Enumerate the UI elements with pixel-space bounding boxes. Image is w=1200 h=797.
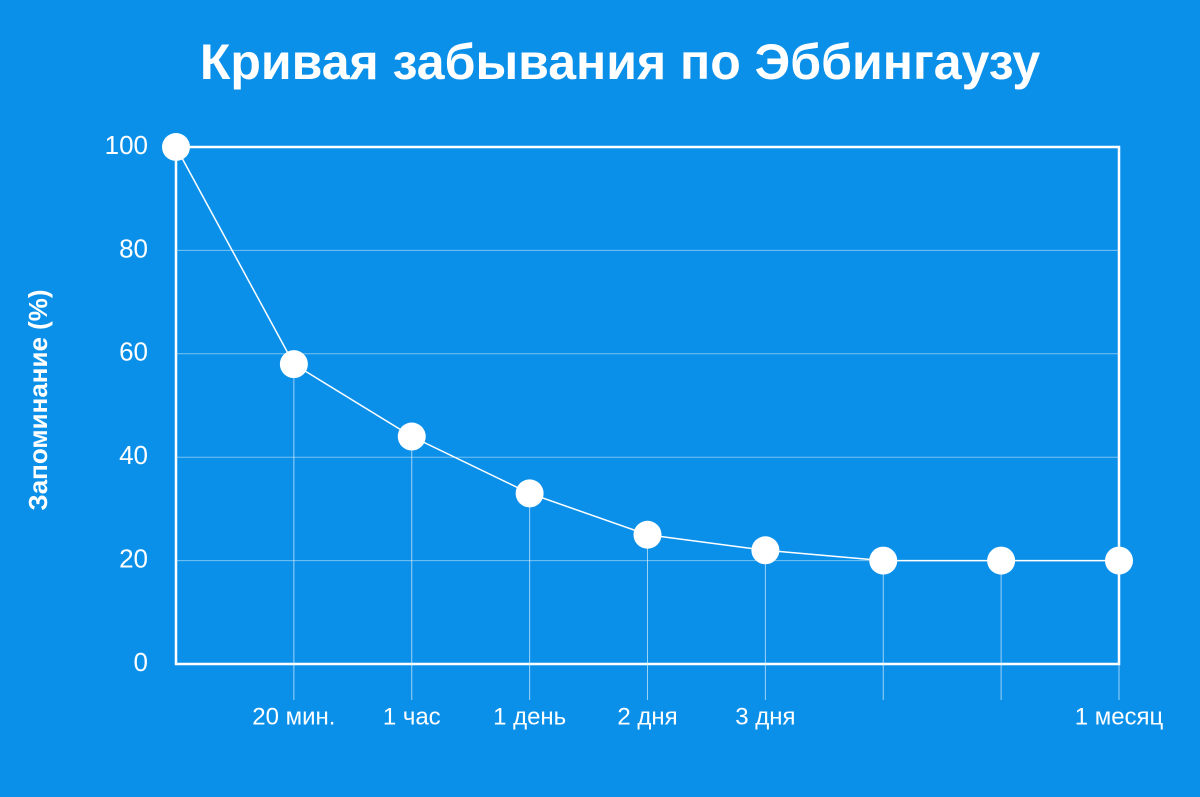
y-tick-label: 80: [119, 233, 148, 263]
y-tick-label: 20: [119, 543, 148, 573]
point: [515, 479, 544, 508]
point: [633, 520, 662, 549]
point: [869, 546, 898, 575]
y-tick-label: 0: [134, 647, 148, 677]
x-tick-label: 3 дня: [735, 703, 795, 730]
y-tick-label: 60: [119, 337, 148, 367]
point: [987, 546, 1016, 575]
point: [1105, 546, 1133, 575]
y-tick-label: 100: [105, 130, 148, 160]
x-tick-label: 20 мин.: [252, 703, 335, 730]
point: [162, 133, 190, 161]
chart-title: Кривая забывания по Эббингаузу: [200, 34, 1041, 90]
x-tick-label: 2 дня: [617, 703, 677, 730]
point: [279, 350, 308, 379]
x-tick-label: 1 час: [383, 703, 441, 730]
y-tick-label: 40: [119, 440, 148, 470]
x-tick-label: 1 месяц: [1075, 703, 1164, 730]
x-tick-label: 1 день: [493, 703, 566, 730]
y-axis-label: Запоминание (%): [23, 289, 53, 510]
point: [751, 536, 780, 565]
point: [397, 422, 426, 451]
